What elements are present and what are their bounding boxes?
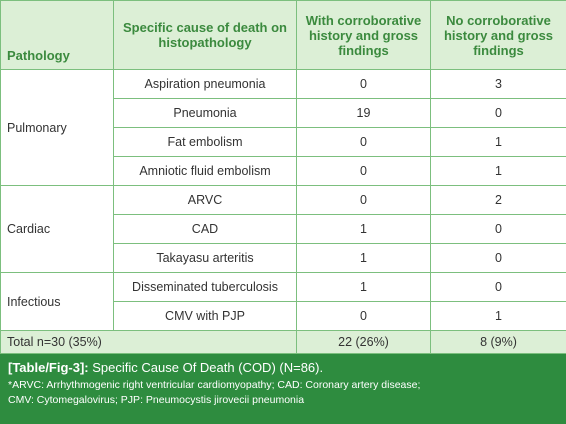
total-cell: 8 (9%) [431, 331, 566, 354]
total-cell: Total n=30 (35%) [1, 331, 297, 354]
caption-title: Specific Cause Of Death (COD) (N=86). [92, 360, 323, 375]
count-cell: 1 [431, 302, 566, 331]
count-cell: 1 [297, 273, 431, 302]
pathology-cell: Cardiac [1, 186, 114, 273]
header-cell: No corroborative history and gross findi… [431, 1, 566, 70]
cause-cell: Aspiration pneumonia [114, 70, 297, 99]
cause-cell: CAD [114, 215, 297, 244]
count-cell: 0 [297, 302, 431, 331]
count-cell: 0 [297, 128, 431, 157]
caption-main: [Table/Fig-3]: Specific Cause Of Death (… [8, 360, 558, 375]
pathology-cell: Pulmonary [1, 70, 114, 186]
count-cell: 19 [297, 99, 431, 128]
count-cell: 0 [431, 99, 566, 128]
caption: [Table/Fig-3]: Specific Cause Of Death (… [0, 354, 566, 424]
header-cell: Specific cause of death on histopatholog… [114, 1, 297, 70]
total-cell: 22 (26%) [297, 331, 431, 354]
cause-cell: Fat embolism [114, 128, 297, 157]
count-cell: 0 [297, 186, 431, 215]
count-cell: 0 [431, 215, 566, 244]
count-cell: 1 [431, 157, 566, 186]
count-cell: 2 [431, 186, 566, 215]
count-cell: 0 [297, 157, 431, 186]
cause-cell: ARVC [114, 186, 297, 215]
cause-cell: Pneumonia [114, 99, 297, 128]
header-cell: Pathology [1, 1, 114, 70]
count-cell: 1 [431, 128, 566, 157]
count-cell: 1 [297, 244, 431, 273]
caption-label: [Table/Fig-3]: [8, 360, 89, 375]
header-cell: With corroborative history and gross fin… [297, 1, 431, 70]
total-row: Total n=30 (35%)22 (26%)8 (9%) [1, 331, 566, 354]
cause-cell: Disseminated tuberculosis [114, 273, 297, 302]
caption-note: *ARVC: Arrhythmogenic right ventricular … [8, 378, 558, 393]
pathology-cell: Infectious [1, 273, 114, 331]
count-cell: 3 [431, 70, 566, 99]
count-cell: 0 [297, 70, 431, 99]
count-cell: 0 [431, 273, 566, 302]
count-cell: 1 [297, 215, 431, 244]
caption-notes: *ARVC: Arrhythmogenic right ventricular … [8, 378, 558, 408]
count-cell: 0 [431, 244, 566, 273]
cause-cell: Amniotic fluid embolism [114, 157, 297, 186]
cause-cell: Takayasu arteritis [114, 244, 297, 273]
caption-note: CMV: Cytomegalovirus; PJP: Pneumocystis … [8, 393, 558, 408]
cause-cell: CMV with PJP [114, 302, 297, 331]
